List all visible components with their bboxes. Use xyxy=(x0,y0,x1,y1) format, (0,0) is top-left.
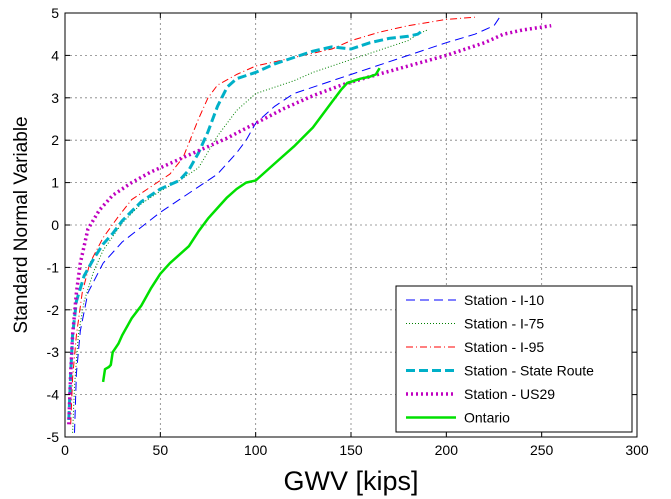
y-tick-label: -1 xyxy=(47,259,60,275)
y-tick-label: -2 xyxy=(47,302,60,318)
x-tick-label: 0 xyxy=(61,442,69,458)
legend-box xyxy=(395,285,633,433)
series-layer xyxy=(67,16,552,433)
legend: Station - I-10 Station - I-75 Station - I-… xyxy=(395,285,633,433)
legend-entry-label: Ontario xyxy=(464,410,510,426)
axis-ticks: 0 50 100 150 200 250 300 -5 -4 -3 -2 -1 0 1 2 3 4 5 xyxy=(47,5,649,458)
y-tick-label: -5 xyxy=(47,429,60,445)
legend-entry-label: Station - I-10 xyxy=(464,292,544,308)
y-tick-label: 4 xyxy=(51,47,59,63)
legend-entry-label: Station - US29 xyxy=(464,386,555,402)
series-line-station-us29 xyxy=(67,23,552,425)
y-tick-label: -4 xyxy=(47,387,60,403)
y-tick-label: 2 xyxy=(51,132,59,148)
legend-entry-label: Station - State Route xyxy=(464,363,594,379)
y-tick-label: 0 xyxy=(51,217,59,233)
series-line-station-state-route xyxy=(67,28,425,421)
x-tick-label: 200 xyxy=(435,442,459,458)
grid xyxy=(65,13,637,437)
series-line-station-i-10 xyxy=(74,16,501,433)
x-axis-label: GWV [kips] xyxy=(283,466,418,496)
y-tick-label: 3 xyxy=(51,90,59,106)
series-line-ontario xyxy=(101,67,381,383)
x-tick-label: 150 xyxy=(339,442,363,458)
series-line-station-i-95 xyxy=(70,16,475,425)
y-tick-label: -3 xyxy=(47,344,60,360)
legend-entry-label: Station - I-95 xyxy=(464,339,544,355)
y-axis-label: Standard Normal Variable xyxy=(11,116,32,333)
x-tick-label: 100 xyxy=(244,442,268,458)
x-tick-label: 250 xyxy=(530,442,554,458)
x-tick-label: 300 xyxy=(625,442,649,458)
legend-entry-label: Station - I-75 xyxy=(464,316,544,332)
x-tick-label: 50 xyxy=(153,442,169,458)
y-tick-label: 1 xyxy=(51,175,59,191)
y-tick-label: 5 xyxy=(51,5,59,21)
